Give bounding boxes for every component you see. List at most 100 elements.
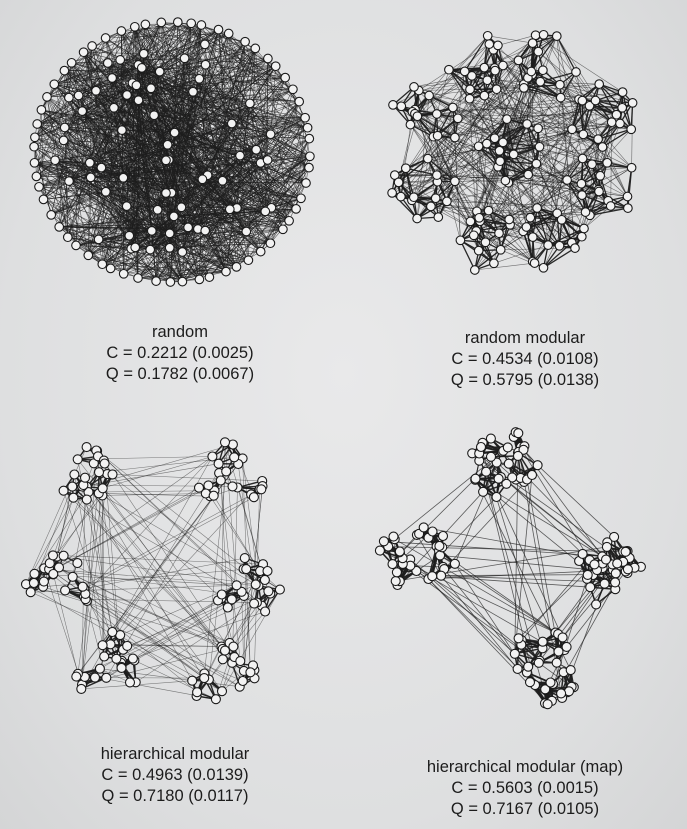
network-node — [304, 162, 314, 173]
network-node — [537, 636, 548, 647]
network-node — [219, 437, 231, 448]
network-node — [215, 475, 226, 486]
network-edge — [398, 182, 538, 209]
network-edge — [41, 70, 65, 111]
network-edge — [493, 244, 549, 264]
network-edge — [412, 67, 495, 113]
network-node — [231, 262, 242, 272]
network-node — [587, 159, 597, 170]
network-edge — [72, 576, 205, 674]
network-node — [179, 53, 190, 64]
network-node — [494, 228, 504, 239]
network-edge — [621, 91, 632, 130]
network-node — [554, 240, 565, 251]
network-node — [577, 153, 588, 164]
network-node — [87, 41, 97, 51]
network-node — [221, 466, 232, 477]
network-node — [532, 203, 542, 213]
network-node — [524, 677, 536, 688]
network-edge — [49, 568, 259, 587]
network-edge — [556, 35, 577, 73]
network-edge — [436, 113, 632, 130]
network-node — [249, 598, 260, 609]
network-node — [526, 66, 537, 77]
network-node — [107, 469, 118, 480]
network-edge — [90, 123, 232, 178]
network-edge — [102, 488, 105, 657]
node-group — [374, 427, 646, 710]
network-node — [278, 224, 288, 235]
network-edge — [433, 136, 572, 243]
network-edge — [36, 29, 219, 177]
network-edge — [484, 83, 600, 96]
network-node — [426, 201, 436, 212]
network-node — [54, 222, 65, 232]
network-edge — [159, 71, 250, 104]
network-node — [187, 675, 198, 686]
network-edge — [34, 162, 170, 234]
network-edge — [81, 450, 97, 685]
network-node — [296, 193, 306, 204]
network-node — [50, 155, 60, 166]
network-node — [251, 144, 262, 155]
network-node — [304, 133, 315, 144]
network-edge — [59, 226, 183, 282]
network-edge — [208, 600, 219, 680]
network-edge — [192, 91, 297, 210]
network-node — [140, 19, 151, 30]
network-node — [200, 59, 211, 70]
network-edge — [418, 79, 488, 91]
network-edge — [41, 109, 168, 146]
network-node — [194, 274, 205, 285]
network-edge — [243, 569, 247, 671]
network-node — [390, 576, 401, 587]
network-node — [91, 85, 101, 96]
network-node — [479, 90, 490, 101]
caption-title: hierarchical modular — [100, 745, 250, 763]
network-edge — [532, 43, 558, 214]
network-node — [627, 98, 638, 108]
network-edge — [157, 127, 308, 211]
network-node — [66, 57, 77, 68]
network-node — [48, 568, 59, 580]
network-edge — [575, 71, 596, 101]
network-node — [169, 127, 180, 138]
network-node — [221, 266, 231, 277]
network-node — [556, 688, 567, 699]
network-node — [522, 119, 532, 129]
network-node — [432, 170, 442, 180]
network-node — [186, 18, 197, 29]
network-node — [551, 657, 562, 668]
network-node — [465, 84, 475, 95]
network-edge — [33, 146, 183, 253]
network-edge — [480, 446, 543, 649]
network-node — [594, 79, 605, 89]
network-node — [393, 177, 404, 188]
network-edge — [267, 159, 310, 168]
network-node — [60, 585, 71, 596]
network-node — [480, 237, 491, 248]
network-edge — [270, 182, 307, 244]
network-node — [553, 646, 564, 657]
network-node — [491, 491, 502, 503]
network-edge — [107, 473, 263, 482]
network-node — [493, 473, 504, 484]
network-node — [479, 62, 490, 73]
network-edge — [55, 159, 167, 194]
network-edge — [494, 70, 528, 125]
network-edge — [177, 22, 208, 176]
network-edge — [102, 115, 155, 265]
network-node — [507, 472, 518, 483]
network-node — [183, 222, 193, 233]
network-node — [83, 250, 94, 261]
network-node — [237, 675, 248, 687]
network-edge — [149, 123, 233, 250]
network-edge — [33, 146, 52, 215]
network-node — [93, 234, 104, 245]
network-node — [224, 204, 235, 215]
network-edge — [539, 138, 599, 148]
network-node — [89, 672, 101, 683]
network-edge — [96, 450, 245, 672]
network-node — [133, 273, 143, 283]
network-edge — [98, 493, 211, 497]
